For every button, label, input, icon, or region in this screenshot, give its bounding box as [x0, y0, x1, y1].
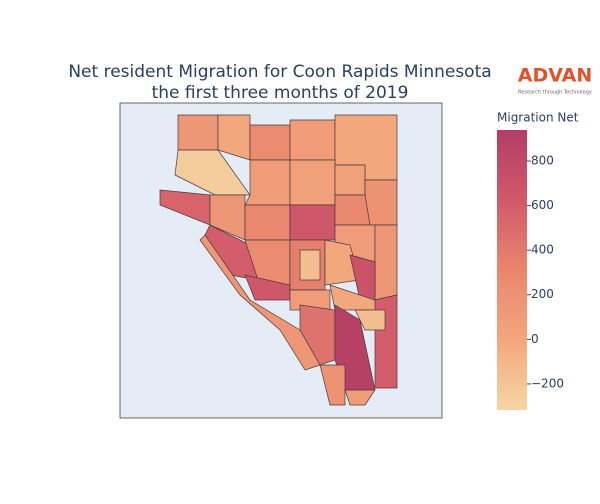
region — [289, 119, 336, 161]
colorbar-tick-label: 0 — [531, 332, 539, 346]
region — [354, 309, 386, 331]
region — [244, 204, 291, 241]
title-line: Net resident Migration for Coon Rapids M… — [68, 62, 491, 82]
region — [344, 389, 376, 406]
colorbar — [497, 130, 527, 410]
region — [319, 364, 346, 406]
colorbar-tick-label: 800 — [531, 153, 554, 167]
colorbar-tick-label: 200 — [531, 287, 554, 301]
region — [289, 204, 336, 241]
region — [289, 159, 336, 206]
region — [364, 179, 398, 226]
region — [334, 164, 366, 196]
region — [177, 114, 219, 151]
logo-name: ADVAN — [518, 65, 593, 87]
title-line: the first three months of 2019 — [152, 83, 409, 103]
region — [249, 124, 291, 161]
region — [374, 294, 398, 389]
region — [199, 234, 321, 371]
colorbar-tick-label: 600 — [531, 198, 554, 212]
colorbar-tick-label: −200 — [531, 376, 564, 390]
region — [374, 224, 398, 301]
logo-tagline: Research through Technology — [518, 90, 592, 96]
colorbar-tick-label: 400 — [531, 243, 554, 257]
region — [299, 304, 336, 366]
region — [334, 194, 371, 226]
regions — [159, 114, 398, 406]
colorbar-title: Migration Net — [497, 111, 579, 125]
region — [204, 224, 259, 281]
region — [244, 159, 291, 206]
region — [299, 249, 321, 281]
